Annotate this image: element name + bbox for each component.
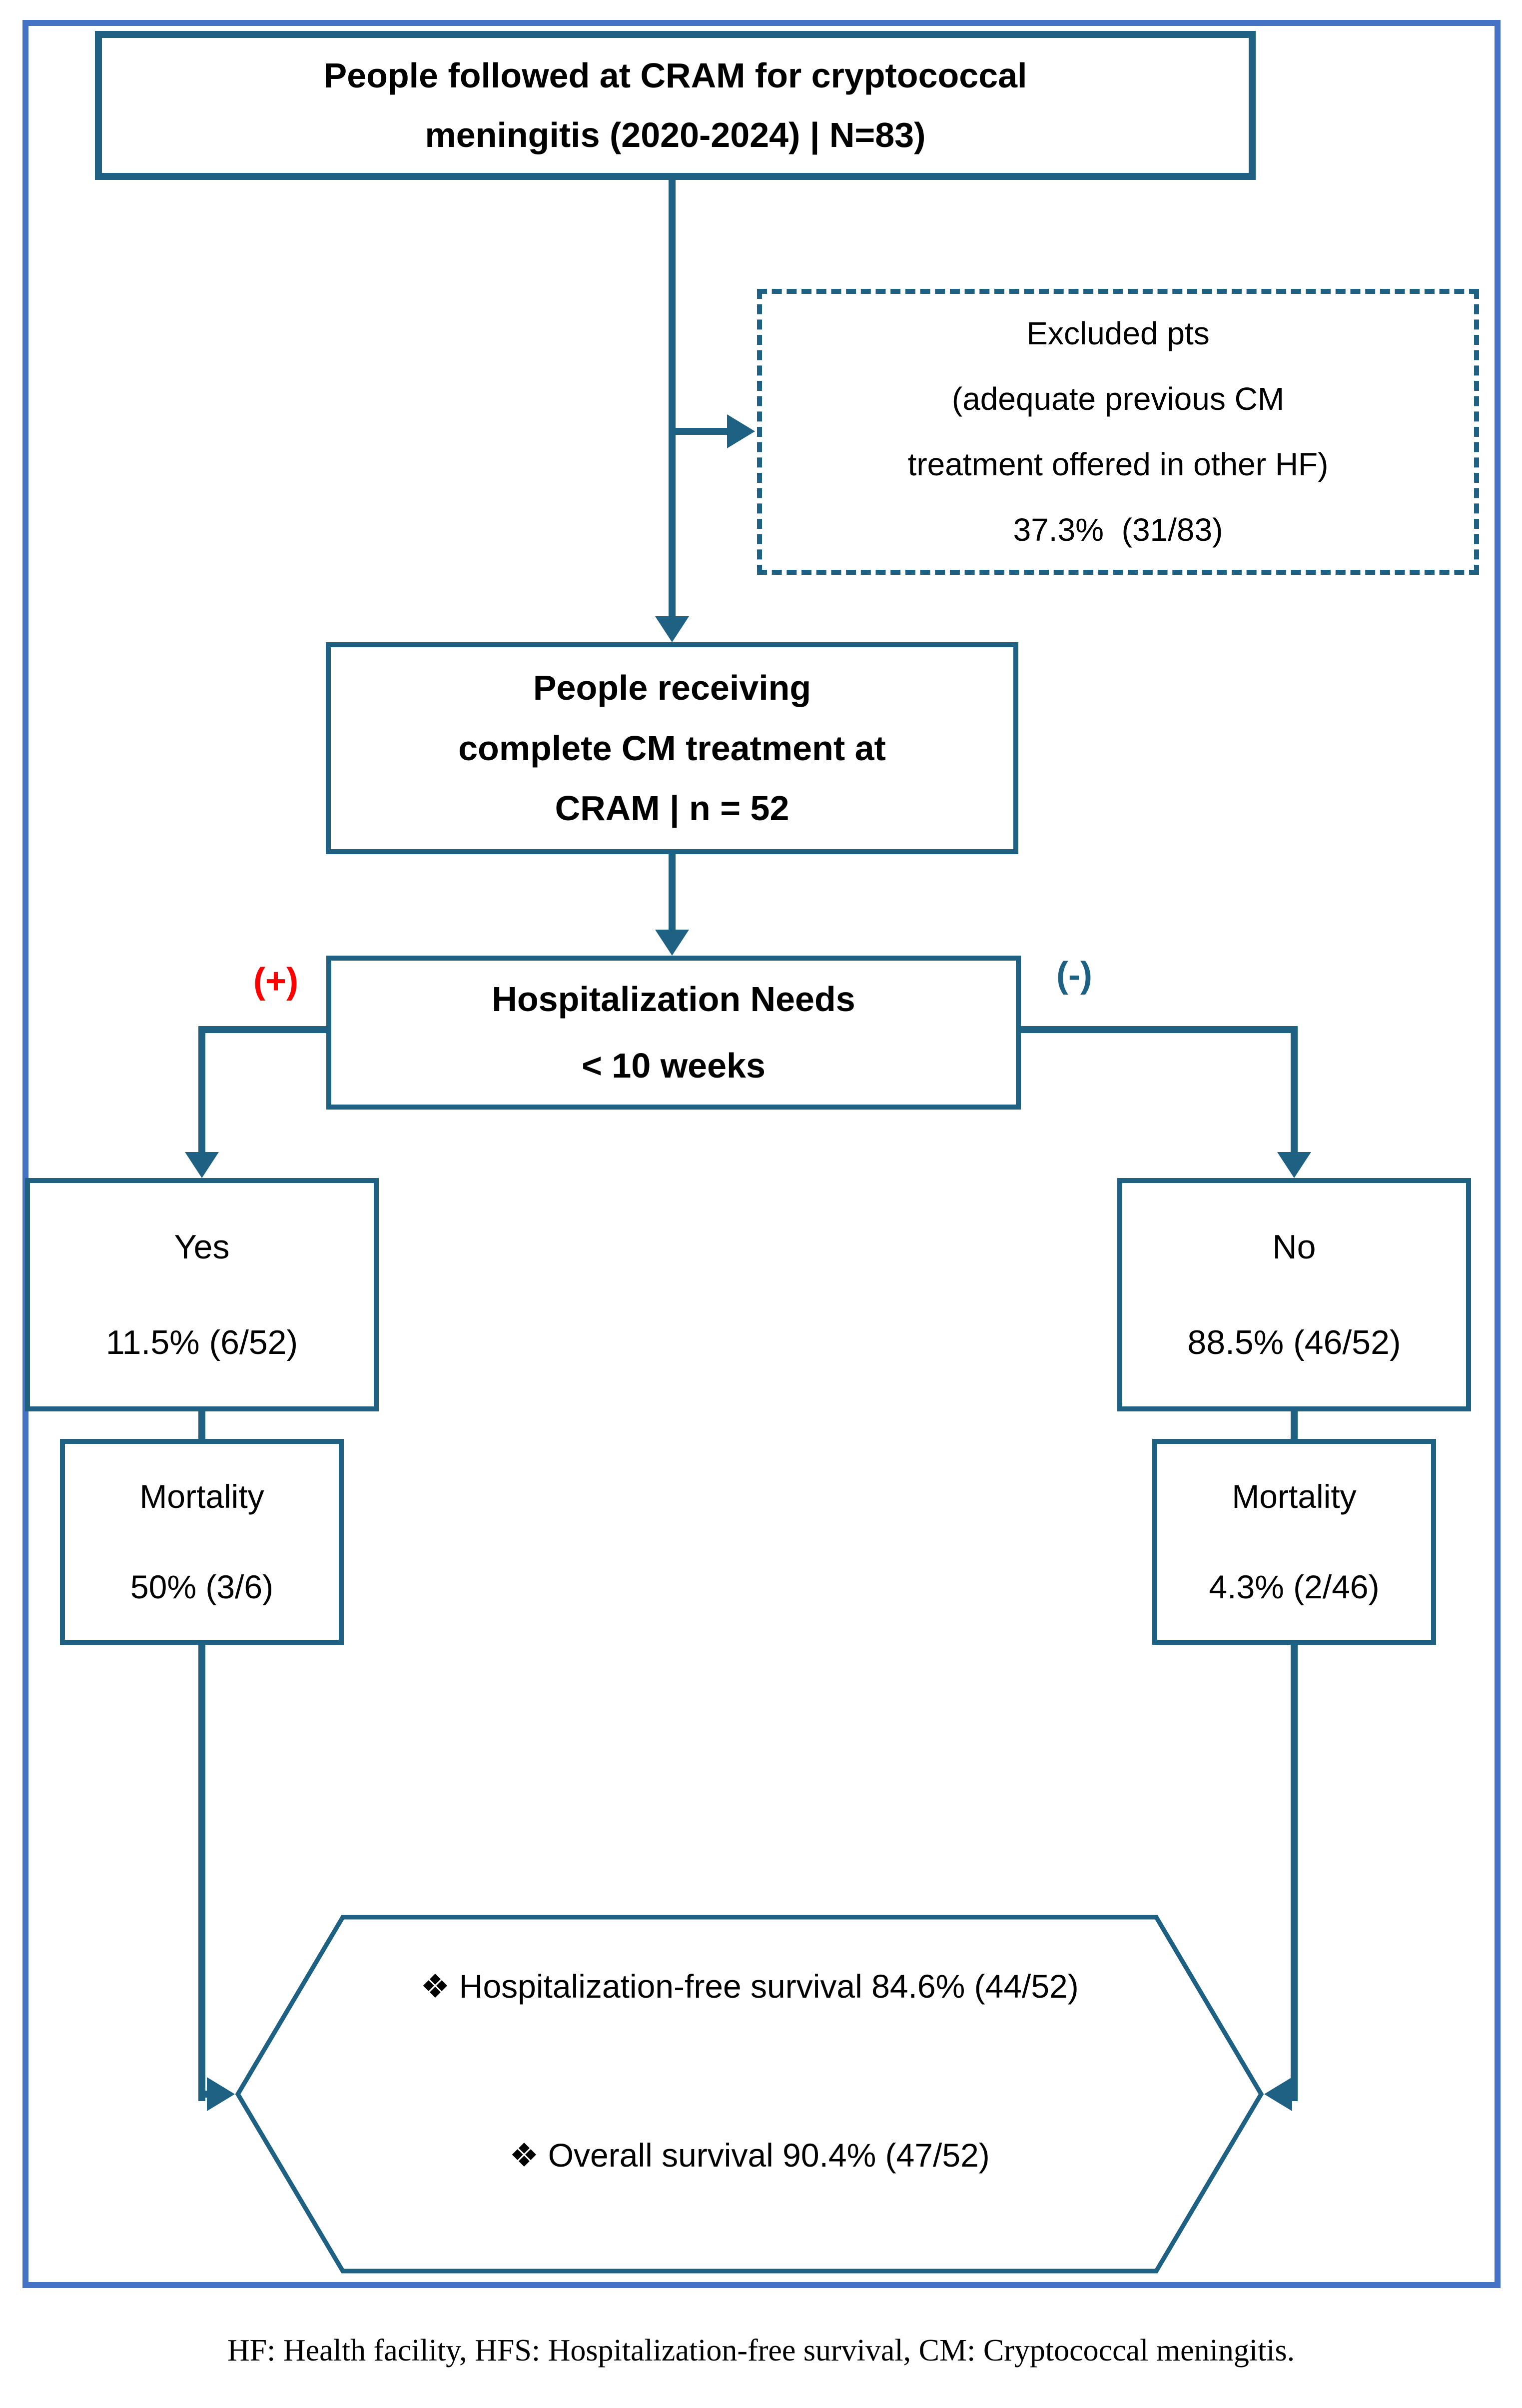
- treatment-line3: CRAM | n = 52: [555, 789, 789, 828]
- excluded-line4: 37.3% (31/83): [1013, 512, 1223, 548]
- excluded-line1: Excluded pts: [1026, 315, 1210, 351]
- no-box: No 88.5% (46/52): [1117, 1178, 1471, 1411]
- arrowhead-into-decision-box: [655, 930, 689, 956]
- hexagon-shape: [235, 1915, 1264, 2274]
- hfs-value: 84.6% (44/52): [871, 1968, 1079, 2005]
- complete-treatment-box: People receiving complete CM treatment a…: [326, 642, 1018, 854]
- negative-branch-label: (-): [1056, 955, 1092, 995]
- connector-left-elbow: [198, 2091, 207, 2098]
- yes-line1: Yes: [174, 1228, 230, 1266]
- mortality-no-box: Mortality 4.3% (2/46): [1152, 1439, 1436, 1645]
- connector-branch-right-horizontal: [1021, 1026, 1298, 1033]
- hfs-label-line: ❖ Hospitalization-free survival: [420, 1968, 862, 2005]
- arrowhead-into-yes-box: [185, 1152, 219, 1178]
- excluded-patients-box: Excluded pts (adequate previous CM treat…: [757, 289, 1479, 575]
- mortality-yes-box: Mortality 50% (3/6): [60, 1439, 344, 1645]
- connector-treatment-to-decision: [669, 854, 676, 930]
- overall-survival-label: Overall survival: [548, 2137, 773, 2174]
- arrowhead-into-hexagon-right: [1264, 2077, 1292, 2111]
- population-line2: meningitis (2020-2024) | N=83): [425, 115, 926, 154]
- connector-top-to-treatment: [669, 180, 676, 616]
- yes-box: Yes 11.5% (6/52): [25, 1178, 379, 1411]
- yes-line2: 11.5% (6/52): [105, 1323, 298, 1361]
- connector-mortality-yes-to-hexagon: [198, 1645, 205, 2101]
- no-line1: No: [1272, 1228, 1316, 1266]
- population-line1: People followed at CRAM for cryptococcal: [323, 56, 1027, 95]
- connector-mortality-no-to-hexagon: [1291, 1645, 1298, 2101]
- mortality-yes-line2: 50% (3/6): [130, 1568, 274, 1605]
- arrowhead-into-treatment-box: [655, 616, 689, 642]
- hospitalization-needs-decision-box: Hospitalization Needs < 10 weeks: [326, 956, 1021, 1110]
- positive-branch-label: (+): [253, 961, 298, 1001]
- arrowhead-into-hexagon-left: [207, 2077, 235, 2111]
- excluded-line2: (adequate previous CM: [951, 380, 1285, 417]
- hexagon-item-hfs: ❖ Hospitalization-free survival 84.6% (4…: [235, 1954, 1264, 2019]
- connector-branch-left-vertical: [198, 1026, 205, 1152]
- connector-branch-left-horizontal: [198, 1026, 326, 1033]
- hfs-label: Hospitalization-free survival: [459, 1968, 862, 2005]
- mortality-yes-line1: Mortality: [139, 1477, 264, 1515]
- diamond-bullet-icon: ❖: [509, 2137, 539, 2174]
- decision-line1: Hospitalization Needs: [492, 980, 855, 1019]
- population-box: People followed at CRAM for cryptococcal…: [95, 31, 1256, 180]
- arrowhead-into-no-box: [1277, 1152, 1311, 1178]
- diamond-bullet-icon: ❖: [420, 1968, 450, 2005]
- excluded-line3: treatment offered in other HF): [907, 446, 1329, 482]
- arrowhead-into-excluded-box: [727, 414, 755, 448]
- abbreviations-footnote: HF: Health facility, HFS: Hospitalizatio…: [227, 2334, 1295, 2368]
- connector-branch-right-vertical: [1291, 1026, 1298, 1152]
- mortality-no-line1: Mortality: [1232, 1477, 1357, 1515]
- overall-survival-label-line: ❖ Overall survival: [509, 2137, 773, 2174]
- overall-survival-value: 90.4% (47/52): [782, 2137, 990, 2174]
- connector-yes-to-mortality: [198, 1411, 205, 1439]
- hexagon-item-overall-survival: ❖ Overall survival 90.4% (47/52): [235, 2123, 1264, 2188]
- treatment-line1: People receiving: [533, 668, 811, 708]
- no-line2: 88.5% (46/52): [1187, 1323, 1401, 1361]
- connector-no-to-mortality: [1291, 1411, 1298, 1439]
- outcome-hexagon: ❖ Hospitalization-free survival 84.6% (4…: [235, 1914, 1264, 2274]
- connector-to-excluded: [672, 428, 729, 435]
- decision-line2: < 10 weeks: [582, 1046, 765, 1085]
- treatment-line2: complete CM treatment at: [458, 728, 886, 768]
- mortality-no-line2: 4.3% (2/46): [1209, 1568, 1380, 1605]
- outer-frame-border: [22, 20, 1501, 2288]
